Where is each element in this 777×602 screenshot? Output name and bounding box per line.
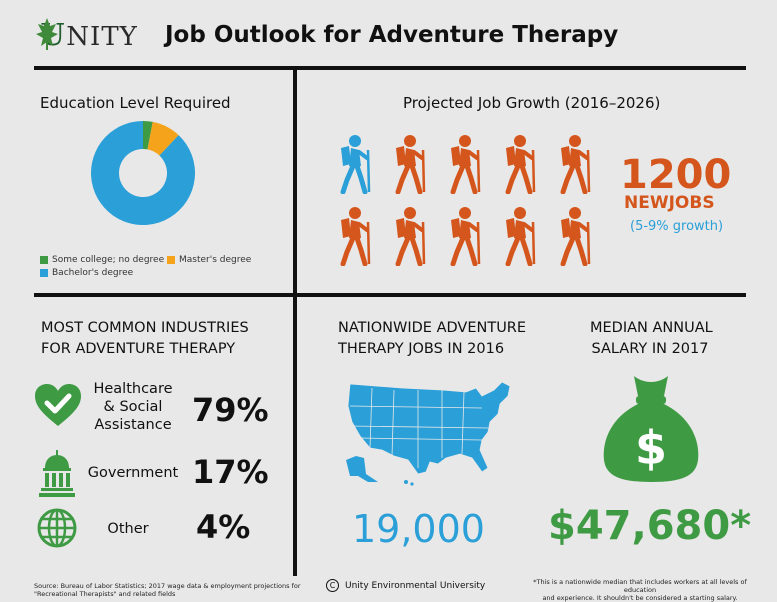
copyright-icon: C — [326, 579, 339, 592]
industry-label-line: Other — [107, 521, 149, 537]
money-bag-icon: $ — [603, 376, 699, 482]
legend-label: Bachelor's degree — [52, 268, 134, 278]
industry-pct-government: 17% — [192, 453, 269, 491]
copyright: C Unity Environmental University — [326, 579, 485, 592]
hiker-icon — [388, 134, 432, 195]
legend-swatch-blue — [40, 269, 48, 277]
industry-pct-healthcare: 79% — [192, 391, 269, 429]
logo-text: NITY — [66, 22, 138, 52]
hiker-icon — [498, 134, 542, 195]
salary-title-line1: MEDIAN ANNUAL — [590, 320, 713, 336]
growth-title: Projected Job Growth (2016–2026) — [403, 94, 661, 112]
jobs-title-line1: NATIONWIDE ADVENTURE — [338, 320, 527, 336]
globe-icon — [37, 508, 77, 548]
industry-label-line: & Social — [103, 399, 163, 415]
donut-slice — [143, 121, 153, 150]
legend-bachelors: Bachelor's degree — [40, 268, 133, 278]
hiker-icon — [443, 134, 487, 195]
salary-title-line2: SALARY IN 2017 — [591, 341, 709, 357]
legend-swatch-orange — [167, 256, 175, 264]
industry-label-other: Other — [83, 520, 173, 538]
footnote-line: *This is a nationwide median that includ… — [533, 578, 747, 594]
growth-unit: NEWJOBS — [624, 193, 715, 213]
donut-slice — [147, 121, 179, 156]
hiker-icon — [388, 206, 432, 267]
hiker-icon — [498, 206, 542, 267]
svg-text:$: $ — [635, 421, 667, 475]
hiker-icon — [553, 206, 597, 267]
hiker-grid — [333, 134, 603, 267]
copyright-text: Unity Environmental University — [345, 580, 486, 591]
education-donut-chart — [90, 121, 195, 225]
industry-label-healthcare: Healthcare & Social Assistance — [88, 380, 178, 434]
top-divider — [34, 66, 746, 70]
industries-title-line2: FOR ADVENTURE THERAPY — [41, 341, 236, 357]
source-line: Source: Bureau of Labor Statistics; 2017… — [34, 582, 301, 590]
jobs-value: 19,000 — [352, 507, 485, 551]
unity-logo: UNITY — [34, 18, 138, 53]
legend-swatch-green — [40, 256, 48, 264]
hiker-icon — [333, 206, 377, 267]
growth-number: 1200 — [620, 152, 732, 198]
capitol-building-icon — [39, 450, 75, 497]
legend-masters: Master's degree — [167, 255, 251, 265]
salary-value: $47,680* — [548, 503, 752, 549]
legend-label: Master's degree — [179, 255, 252, 265]
salary-footnote: *This is a nationwide median that includ… — [520, 578, 760, 602]
legend-label: Some college; no degree — [52, 255, 165, 265]
donut-slice — [90, 121, 195, 225]
source-line: "Recreational Therapists" and related fi… — [34, 590, 176, 598]
growth-range: (5-9% growth) — [630, 219, 724, 234]
pine-leaf-icon — [36, 18, 58, 50]
source-note: Source: Bureau of Labor Statistics; 2017… — [34, 582, 301, 598]
middle-divider — [34, 293, 746, 297]
us-map-icon — [346, 381, 511, 486]
education-title: Education Level Required — [40, 94, 231, 112]
hiker-icon — [443, 206, 487, 267]
hiker-icon — [553, 134, 597, 195]
industry-label-government: Government — [83, 464, 183, 482]
industry-pct-other: 4% — [196, 508, 251, 546]
industry-label-line: Assistance — [94, 417, 172, 433]
industries-title-line1: MOST COMMON INDUSTRIES — [41, 320, 249, 336]
industry-label-line: Government — [87, 465, 179, 481]
hiker-icon — [333, 134, 377, 195]
jobs-title-line2: THERAPY JOBS IN 2016 — [338, 341, 505, 357]
heart-check-icon — [35, 384, 81, 426]
legend-some-college: Some college; no degree — [40, 255, 164, 265]
footnote-line: and experience. It shouldn't be consider… — [542, 594, 738, 602]
industry-label-line: Healthcare — [93, 381, 173, 397]
page-title: Job Outlook for Adventure Therapy — [165, 22, 619, 48]
vertical-divider — [293, 66, 297, 576]
